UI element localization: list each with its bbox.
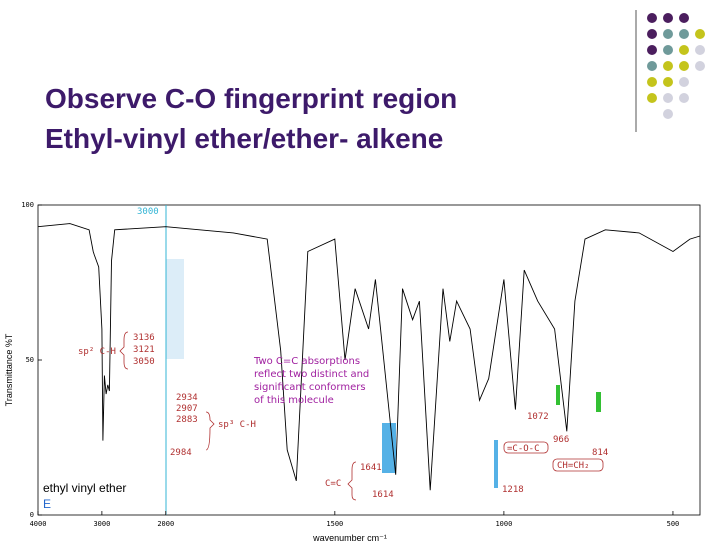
x-tick-label: 500 [667,520,680,528]
y-tick-label: 100 [21,201,34,209]
spectrum-line [37,223,701,491]
shade [556,385,560,405]
annotations: 3000 3136 3121 3050 sp² C-H 2934 2907 28… [78,207,608,501]
annotation: C=C [325,479,341,489]
annotation: of this molecule [254,395,334,406]
y-tick-label: 0 [30,511,34,519]
annotation: 3050 [133,357,155,367]
y-axis-label: Transmittance %T [4,333,14,406]
annotation: 1641 [360,463,382,473]
annotation: 2934 [176,393,198,403]
x-axis-label: wavenumber cm⁻¹ [312,533,387,543]
shade [494,440,498,488]
y-tick-label: 50 [26,356,34,364]
annotation: 966 [553,435,569,445]
plot: 0 50 100 4000 3000 2000 1500 1000 500 [21,201,701,528]
annotation: Two C=C absorptions [253,356,360,367]
x-tick-label: 2000 [157,520,174,528]
legend-label: ethyl vinyl ether [43,481,126,495]
annotation: 1614 [372,490,394,500]
annotation: 2984 [170,448,192,458]
annotation: 3136 [133,333,155,343]
annotation: 3000 [137,207,159,217]
shade [166,259,184,359]
title-line: Observe C-O fingerprint region [45,83,457,114]
annotation: 814 [592,448,608,458]
annotation: sp³ C-H [218,420,256,430]
annotation: 1072 [527,412,549,422]
annotation: CH=CH₂ [557,461,590,471]
annotation: =C-O-C [507,444,540,454]
x-tick-label: 1500 [326,520,343,528]
annotation: reflect two distinct and [254,369,369,380]
shade [596,392,601,412]
annotation: 2907 [176,404,198,414]
x-tick-label: 3000 [93,520,110,528]
x-tick-label: 1000 [495,520,512,528]
x-tick-label: 4000 [30,520,47,528]
shade [382,423,396,473]
annotation: 2883 [176,415,198,425]
annotation: 1218 [502,485,524,495]
annotation: significant conformers [254,382,366,393]
decor-dots [635,10,705,132]
title-line: Ethyl-vinyl ether/ether- alkene [45,123,443,154]
annotation: 3121 [133,345,155,355]
marker-label: E [43,497,51,511]
annotation: sp² C-H [78,347,116,357]
